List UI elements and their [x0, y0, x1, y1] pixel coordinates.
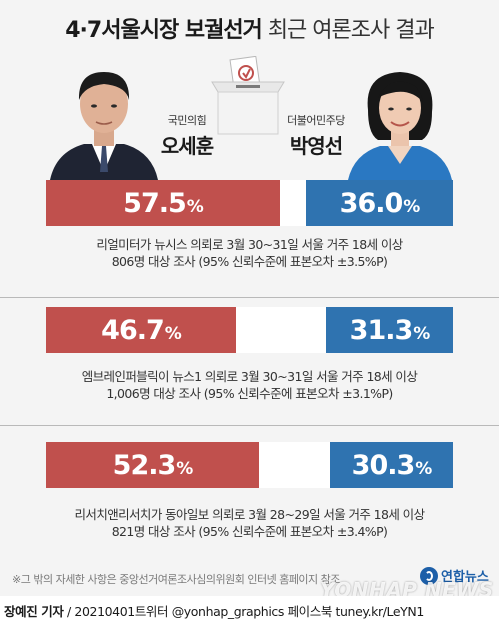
poll-desc-3: 리서치앤리서치가 동아일보 의뢰로 3월 28~29일 서울 거주 18세 이상… [0, 506, 499, 540]
bar-park-3: 30.3% [330, 442, 453, 488]
yonhap-logo: 연합뉴스 [420, 566, 489, 585]
poll-desc-2-line1: 엠브레인퍼블릭이 뉴스1 의뢰로 3월 30~31일 서울 거주 18세 이상 [81, 369, 418, 384]
value-park-1: 36.0% [339, 187, 421, 219]
poll-desc-1-line2: 806명 대상 조사 (95% 신뢰수준에 표본오차 ±3.5%P) [111, 254, 388, 269]
candidate-header: 국민의힘 오세훈 더불어민주당 박영선 [0, 48, 499, 180]
value-oh-3: 52.3% [112, 449, 194, 481]
candidate-photo-oh [50, 72, 158, 180]
poll-desc-3-line1: 리서치앤리서치가 동아일보 의뢰로 3월 28~29일 서울 거주 18세 이상 [74, 507, 426, 522]
party-park: 더불어민주당 [287, 114, 345, 127]
ballot-box-icon [211, 56, 285, 135]
credit-reporter: 장예진 기자 [4, 604, 64, 619]
value-park-2: 31.3% [349, 314, 431, 346]
candidate-label-oh: 국민의힘 오세훈 [152, 112, 222, 159]
credit-rest: / 20210401트위터 @yonhap_graphics 페이스북 tune… [63, 604, 424, 619]
chart-title: 4·7서울시장 보궐선거 최근 여론조사 결과 [0, 12, 499, 44]
poll-desc-3-line2: 821명 대상 조사 (95% 신뢰수준에 표본오차 ±3.4%P) [111, 524, 388, 539]
bar-row-1: 57.5% 36.0% [46, 180, 453, 226]
party-oh: 국민의힘 [167, 114, 207, 127]
chart-title-main: 4·7서울시장 보궐선거 [65, 18, 263, 43]
poll-2: 46.7% 31.3% 엠브레인퍼블릭이 뉴스1 의뢰로 3월 30~31일 서… [0, 307, 499, 425]
separator-2 [0, 425, 499, 426]
poll-desc-1-line1: 리얼미터가 뉴시스 의뢰로 3월 30~31일 서울 거주 18세 이상 [96, 237, 403, 252]
bar-oh-1: 57.5% [46, 180, 280, 226]
credit-line: 장예진 기자 / 20210401트위터 @yonhap_graphics 페이… [4, 601, 424, 620]
candidate-label-park: 더불어민주당 박영선 [274, 112, 358, 159]
footnote: ※그 밖의 자세한 사항은 중앙선거여론조사심의위원회 인터넷 홈페이지 참조 [12, 573, 340, 586]
yonhap-logo-text: 연합뉴스 [441, 570, 489, 585]
credit-bar [0, 596, 499, 625]
value-park-3: 30.3% [351, 449, 433, 481]
poll-desc-1: 리얼미터가 뉴시스 의뢰로 3월 30~31일 서울 거주 18세 이상 806… [0, 236, 499, 270]
value-oh-1: 57.5% [123, 187, 204, 219]
candidate-photo-park [348, 72, 452, 180]
name-oh: 오세훈 [160, 134, 214, 158]
name-park: 박영선 [289, 134, 343, 158]
bar-row-3: 52.3% 30.3% [46, 442, 453, 488]
bar-oh-3: 52.3% [46, 442, 259, 488]
chart-title-sub: 최근 여론조사 결과 [267, 18, 435, 43]
bar-park-2: 31.3% [326, 307, 453, 353]
poll-desc-2-line2: 1,006명 대상 조사 (95% 신뢰수준에 표본오차 ±3.1%P) [106, 386, 393, 401]
bar-park-1: 36.0% [306, 180, 453, 226]
poll-1: 57.5% 36.0% 리얼미터가 뉴시스 의뢰로 3월 30~31일 서울 거… [0, 180, 499, 298]
poll-3: 52.3% 30.3% 리서치앤리서치가 동아일보 의뢰로 3월 28~29일 … [0, 442, 499, 562]
poll-desc-2: 엠브레인퍼블릭이 뉴스1 의뢰로 3월 30~31일 서울 거주 18세 이상 … [0, 368, 499, 402]
value-oh-2: 46.7% [101, 314, 182, 346]
bar-row-2: 46.7% 31.3% [46, 307, 453, 353]
bar-oh-2: 46.7% [46, 307, 236, 353]
yonhap-logo-icon [420, 566, 438, 585]
separator-1 [0, 297, 499, 298]
